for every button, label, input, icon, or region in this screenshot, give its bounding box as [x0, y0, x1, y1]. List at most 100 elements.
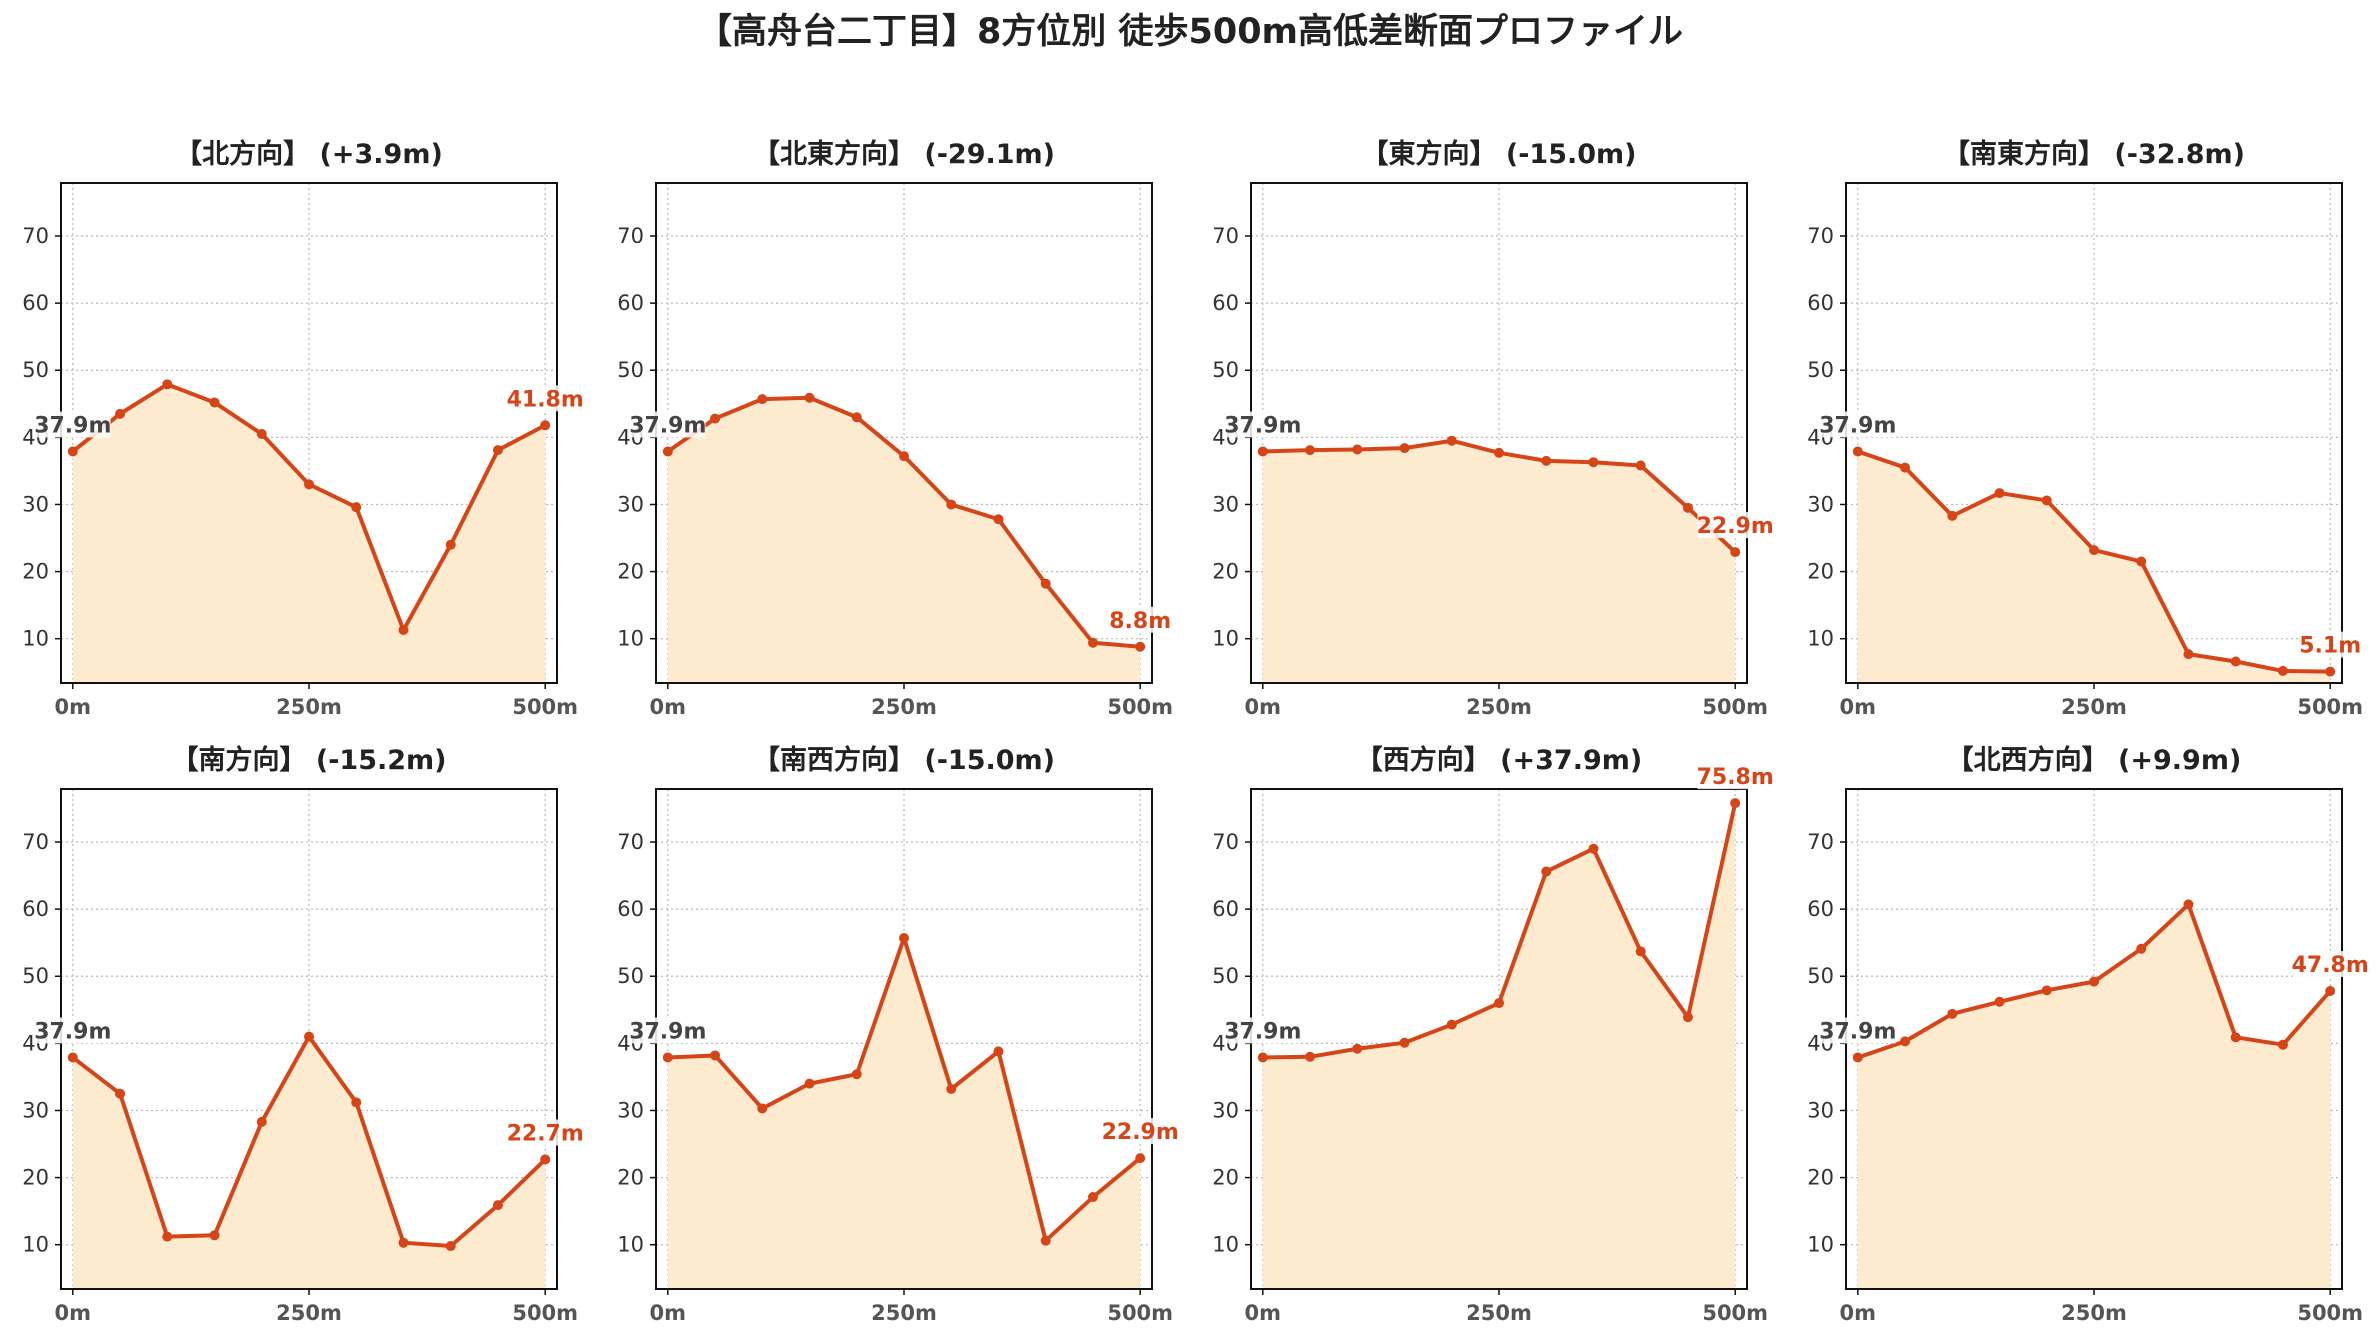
data-point: [492, 445, 503, 456]
data-point: [1257, 1052, 1268, 1063]
start-elevation-label: 37.9m: [1224, 413, 1301, 438]
profile-area: [72, 1036, 546, 1289]
data-point: [851, 1069, 862, 1080]
data-point: [2089, 976, 2099, 987]
data-point: [662, 1052, 673, 1063]
data-point: [209, 397, 220, 408]
y-tick-label: 20: [1807, 560, 1834, 584]
start-elevation-label: 37.9m: [629, 413, 706, 438]
data-point: [899, 932, 909, 943]
panel-title: 【北方向】 (+3.9m): [175, 138, 443, 170]
data-point: [209, 1230, 220, 1241]
data-point: [2041, 985, 2052, 996]
data-point: [1446, 1019, 1457, 1030]
panel-title: 【西方向】 (+37.9m): [1356, 744, 1642, 776]
data-point: [115, 1088, 126, 1099]
x-tick-label: 250m: [871, 1301, 937, 1325]
start-label-bg: [35, 1017, 111, 1044]
profile-area: [72, 384, 546, 683]
data-point: [2183, 649, 2194, 660]
x-tick-label: 250m: [871, 695, 937, 719]
y-tick-label: 70: [1807, 830, 1834, 854]
figure-title: 【高舟台二丁目】8方位別 徒歩500m高低差断面プロファイル: [697, 12, 1683, 52]
data-point: [710, 1050, 721, 1061]
end-elevation-label: 41.8m: [507, 387, 584, 412]
data-point: [1087, 1192, 1098, 1203]
y-tick-label: 70: [1212, 224, 1239, 248]
data-point: [540, 1154, 551, 1165]
profile-area: [667, 937, 1141, 1289]
y-tick-label: 50: [22, 358, 49, 382]
start-elevation-label: 37.9m: [1819, 413, 1896, 438]
y-tick-label: 30: [617, 492, 644, 516]
data-point: [398, 1237, 409, 1248]
chart-panel: 【南東方向】 (-32.8m)102030405060700m250m500m3…: [1807, 138, 2363, 719]
data-point: [1087, 637, 1098, 648]
y-tick-label: 20: [22, 560, 49, 584]
end-label-bg: [507, 385, 583, 412]
panel-title: 【南東方向】 (-32.8m): [1943, 138, 2245, 170]
data-point: [1852, 446, 1863, 457]
y-tick-label: 60: [1212, 897, 1239, 921]
chart-panel: 【北方向】 (+3.9m)102030405060700m250m500m37.…: [22, 138, 584, 719]
panel-title: 【南西方向】 (-15.0m): [753, 744, 1055, 776]
y-tick-label: 20: [1212, 560, 1239, 584]
data-point: [1730, 547, 1741, 558]
x-tick-label: 0m: [650, 1301, 687, 1325]
data-point: [1541, 455, 1552, 466]
x-tick-label: 0m: [1245, 1301, 1282, 1325]
y-tick-label: 30: [1212, 1098, 1239, 1122]
y-tick-label: 60: [617, 291, 644, 315]
data-point: [304, 479, 314, 490]
profile-area: [1857, 904, 2331, 1289]
x-tick-label: 250m: [276, 1301, 342, 1325]
start-label-bg: [1820, 411, 1896, 438]
data-point: [67, 1052, 78, 1063]
y-tick-label: 50: [22, 964, 49, 988]
data-point: [304, 1031, 314, 1042]
x-tick-label: 250m: [276, 695, 342, 719]
data-point: [946, 499, 957, 510]
data-point: [2230, 656, 2241, 667]
data-point: [1541, 866, 1552, 877]
data-point: [757, 1103, 768, 1114]
end-label-bg: [507, 1119, 583, 1146]
data-point: [445, 1241, 456, 1252]
data-point: [1994, 996, 2005, 1007]
data-point: [662, 446, 673, 457]
data-point: [804, 1078, 815, 1089]
x-tick-label: 0m: [1840, 1301, 1877, 1325]
y-tick-label: 60: [1807, 291, 1834, 315]
data-point: [256, 1116, 267, 1127]
end-elevation-label: 22.7m: [507, 1121, 584, 1146]
end-elevation-label: 47.8m: [2292, 953, 2369, 978]
y-tick-label: 10: [1807, 1233, 1834, 1257]
data-point: [492, 1200, 503, 1211]
data-point: [2183, 899, 2194, 910]
y-tick-label: 20: [22, 1166, 49, 1190]
data-point: [1352, 1043, 1363, 1054]
data-point: [1947, 510, 1958, 521]
data-point: [946, 1084, 957, 1094]
chart-grid: 【北方向】 (+3.9m)102030405060700m250m500m37.…: [22, 138, 2369, 1325]
data-point: [804, 392, 815, 403]
data-point: [67, 446, 78, 457]
x-tick-label: 0m: [1245, 695, 1282, 719]
end-elevation-label: 22.9m: [1697, 514, 1774, 539]
data-point: [710, 413, 721, 424]
panel-title: 【北東方向】 (-29.1m): [753, 138, 1055, 170]
panel-title: 【北西方向】 (+9.9m): [1947, 744, 2242, 776]
data-point: [445, 539, 456, 550]
y-tick-label: 30: [22, 1098, 49, 1122]
y-tick-label: 20: [1212, 1166, 1239, 1190]
start-elevation-label: 37.9m: [629, 1019, 706, 1044]
start-elevation-label: 37.9m: [34, 1019, 111, 1044]
y-tick-label: 50: [617, 358, 644, 382]
data-point: [1900, 1036, 1911, 1047]
y-tick-label: 50: [1212, 358, 1239, 382]
x-tick-label: 500m: [1702, 1301, 1768, 1325]
x-tick-label: 500m: [2297, 695, 2363, 719]
data-point: [1588, 843, 1599, 854]
data-point: [1399, 1037, 1410, 1048]
